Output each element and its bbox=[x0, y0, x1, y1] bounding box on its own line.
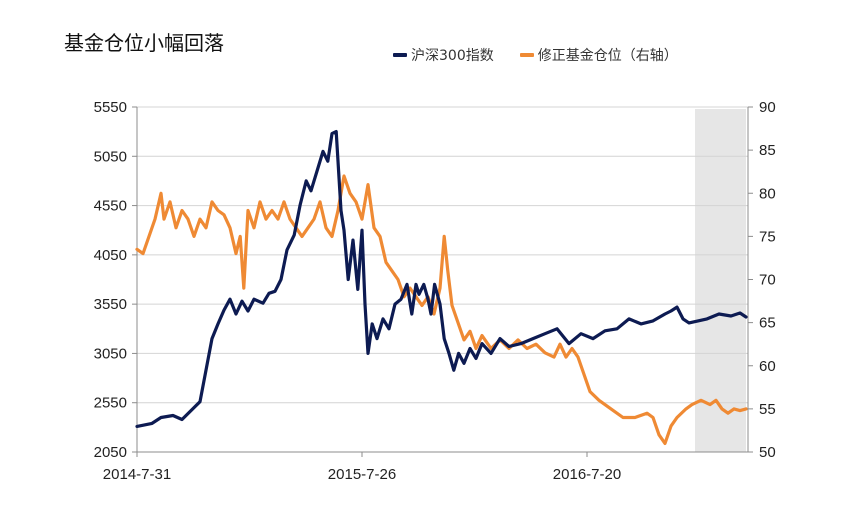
series-line-fund-position bbox=[135, 174, 748, 445]
shaded-region bbox=[695, 109, 746, 452]
left-tick-label: 5550 bbox=[94, 99, 127, 116]
right-tick-label: 65 bbox=[759, 315, 776, 332]
right-tick-label: 60 bbox=[759, 358, 776, 375]
x-tick-label: 2015-7-26 bbox=[328, 466, 396, 483]
legend-item-fund-position: 修正基金仓位（右轴） bbox=[519, 45, 678, 65]
right-tick-label: 85 bbox=[759, 142, 776, 159]
left-tick-label: 2050 bbox=[94, 444, 127, 461]
legend-swatch-csi300 bbox=[393, 53, 407, 57]
right-tick-label: 90 bbox=[759, 99, 776, 116]
legend: 沪深300指数 修正基金仓位（右轴） bbox=[393, 45, 678, 65]
right-tick-label: 75 bbox=[759, 228, 776, 245]
legend-item-csi300: 沪深300指数 bbox=[393, 45, 494, 65]
right-tick-label: 55 bbox=[759, 401, 776, 418]
left-tick-label: 4050 bbox=[94, 247, 127, 264]
x-tick-label: 2014-7-31 bbox=[103, 466, 171, 483]
series-line-csi300 bbox=[135, 130, 748, 428]
left-tick-label: 4550 bbox=[94, 198, 127, 215]
x-tick-label: 2016-7-20 bbox=[553, 466, 621, 483]
right-tick-label: 50 bbox=[759, 444, 776, 461]
legend-label-csi300: 沪深300指数 bbox=[411, 48, 494, 64]
left-tick-label: 2550 bbox=[94, 395, 127, 412]
left-tick-label: 3050 bbox=[94, 345, 127, 362]
chart-title: 基金仓位小幅回落 bbox=[64, 31, 224, 55]
left-tick-label: 5050 bbox=[94, 148, 127, 165]
legend-label-fund-position: 修正基金仓位（右轴） bbox=[537, 48, 678, 64]
right-tick-label: 80 bbox=[759, 185, 776, 202]
right-tick-label: 70 bbox=[759, 272, 776, 289]
left-tick-label: 3550 bbox=[94, 296, 127, 313]
legend-swatch-fund-position bbox=[519, 53, 534, 57]
